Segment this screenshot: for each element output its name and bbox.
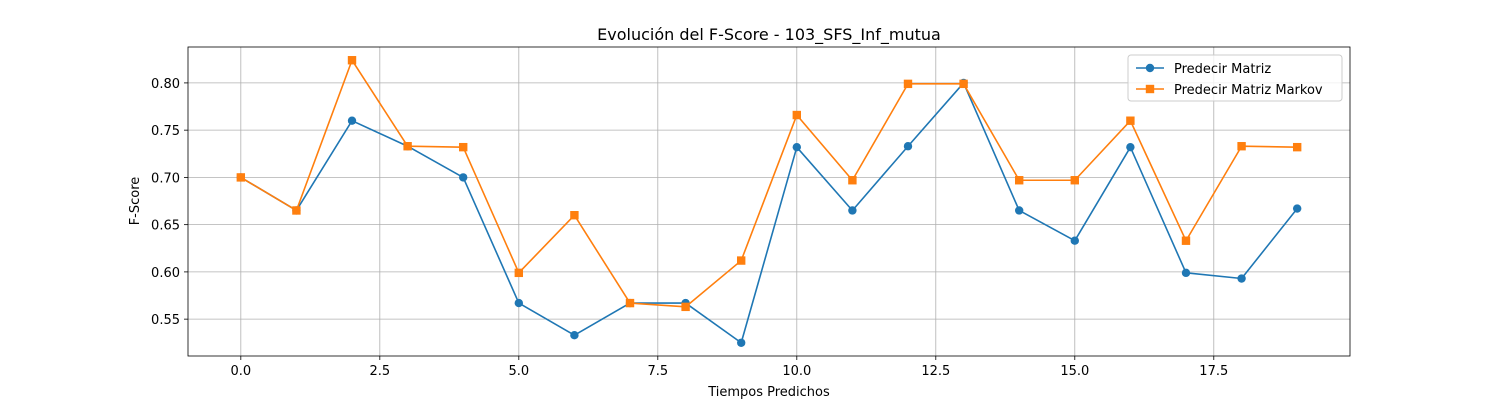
legend-label-predecir-matriz-markov: Predecir Matriz Markov xyxy=(1174,83,1323,98)
y-tick-label: 0.70 xyxy=(151,171,180,186)
predecir-matriz-markov-point xyxy=(347,56,357,65)
x-tick-label: 17.5 xyxy=(1199,364,1228,379)
y-axis-label: F-Score xyxy=(128,177,143,226)
predecir-matriz-point xyxy=(1237,274,1246,283)
y-tick-label: 0.65 xyxy=(151,219,180,234)
plot-frame xyxy=(187,46,1351,357)
legend: Predecir Matriz Predecir Matriz Markov xyxy=(1127,54,1343,102)
predecir-matriz-markov-point xyxy=(514,268,524,278)
x-tick-label: 12.5 xyxy=(921,364,950,379)
predecir-matriz-markov-point xyxy=(1292,142,1302,152)
predecir-matriz-markov-point xyxy=(459,142,468,152)
predecir-matriz-point xyxy=(1014,206,1024,215)
predecir-matriz-markov-point xyxy=(792,110,801,120)
predecir-matriz-point xyxy=(903,142,913,151)
predecir-matriz-point xyxy=(848,206,857,215)
x-tick-label: 7.5 xyxy=(647,364,668,379)
legend-marker-predecir-matriz xyxy=(1145,63,1155,73)
predecir-matriz-markov-point xyxy=(1181,236,1191,245)
predecir-matriz-point xyxy=(737,338,746,347)
predecir-matriz-markov-point xyxy=(570,211,579,220)
predecir-matriz-markov-point xyxy=(403,142,412,151)
x-tick-label: 10.0 xyxy=(782,364,811,379)
predecir-matriz-markov-point xyxy=(737,256,746,265)
predecir-matriz-point xyxy=(459,173,468,182)
predecir-matriz-markov-point xyxy=(848,176,857,185)
predecir-matriz-markov-point xyxy=(625,298,635,308)
predecir-matriz-markov-point xyxy=(1070,176,1079,185)
predecir-matriz-markov-point xyxy=(681,302,690,312)
y-tick-label: 0.75 xyxy=(151,124,180,139)
y-axis-ticks: 0.55 0.60 0.65 0.70 0.75 0.80 xyxy=(151,77,188,328)
x-axis-label: Tiempos Predichos xyxy=(707,385,830,400)
predecir-matriz-point xyxy=(1292,204,1302,213)
predecir-matriz-point xyxy=(1181,268,1191,278)
predecir-matriz-markov-point xyxy=(292,206,301,215)
legend-marker-predecir-matriz-markov xyxy=(1145,84,1155,94)
x-tick-label: 5.0 xyxy=(508,364,529,379)
predecir-matriz-point xyxy=(1070,236,1079,245)
legend-box xyxy=(1127,54,1343,102)
x-tick-label: 15.0 xyxy=(1060,364,1089,379)
y-tick-label: 0.80 xyxy=(151,77,180,92)
predecir-matriz-markov-point xyxy=(1126,116,1135,125)
series-layer xyxy=(236,56,1302,347)
legend-label-predecir-matriz: Predecir Matriz xyxy=(1174,62,1271,77)
predecir-matriz-markov-point xyxy=(236,173,246,182)
x-tick-label: 0.0 xyxy=(230,364,251,379)
y-tick-label: 0.55 xyxy=(151,313,180,328)
chart-title: Evolución del F-Score - 103_SFS_Inf_mutu… xyxy=(597,25,941,45)
predecir-matriz-point xyxy=(347,116,357,125)
predecir-matriz-markov-point xyxy=(903,79,913,89)
predecir-matriz-markov-point xyxy=(1014,176,1024,185)
x-tick-label: 2.5 xyxy=(369,364,390,379)
x-axis-ticks: 0.0 2.5 5.0 7.5 10.0 12.5 15.0 17.5 xyxy=(230,356,1228,379)
predecir-matriz-point xyxy=(792,142,801,152)
predecir-matriz-point xyxy=(1126,142,1135,152)
predecir-matriz-markov-point xyxy=(959,79,968,89)
predecir-matriz-point xyxy=(514,298,524,308)
predecir-matriz-point xyxy=(570,331,579,340)
predecir-matriz-markov-line xyxy=(240,59,1298,308)
predecir-matriz-line xyxy=(240,82,1298,344)
y-tick-label: 0.60 xyxy=(151,266,180,281)
predecir-matriz-markov-point xyxy=(1237,142,1246,151)
